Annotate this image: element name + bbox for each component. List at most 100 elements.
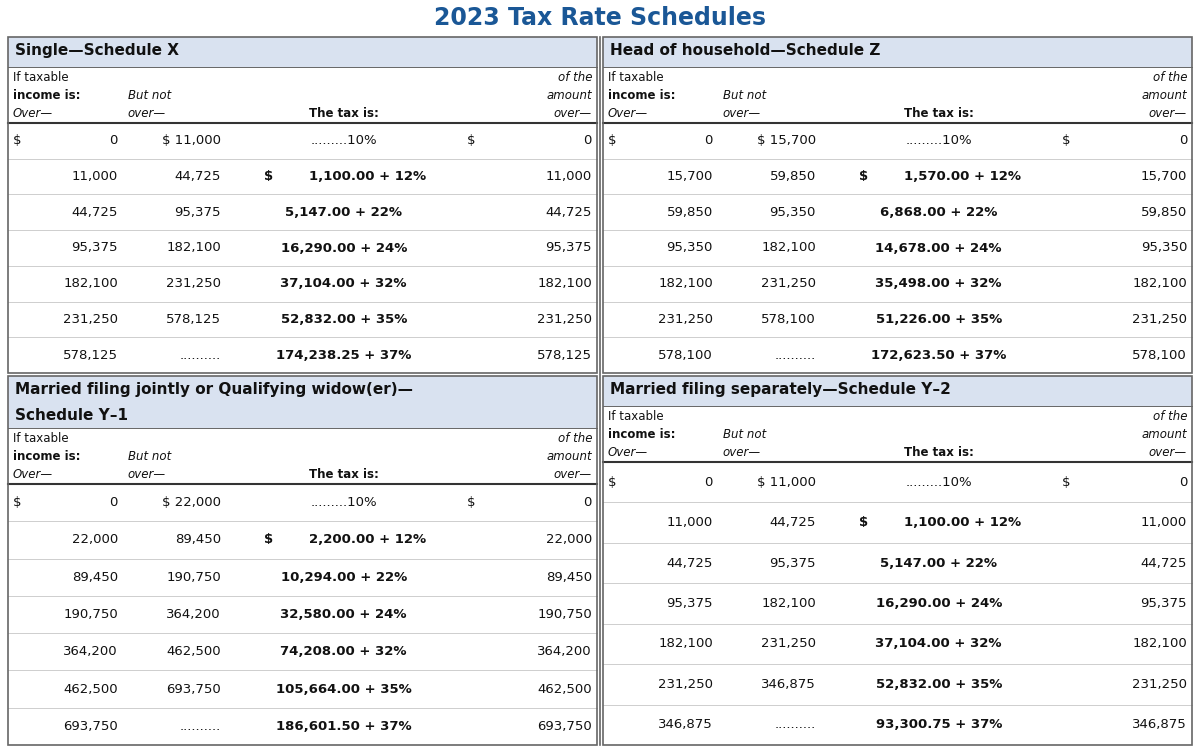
Text: $ 11,000: $ 11,000: [162, 134, 221, 148]
Text: 95,375: 95,375: [174, 206, 221, 219]
Text: 190,750: 190,750: [166, 571, 221, 583]
Text: Schedule Y–1: Schedule Y–1: [14, 408, 128, 423]
Text: 52,832.00 + 35%: 52,832.00 + 35%: [876, 678, 1002, 691]
Text: 37,104.00 + 32%: 37,104.00 + 32%: [876, 637, 1002, 650]
Text: 74,208.00 + 32%: 74,208.00 + 32%: [281, 646, 407, 658]
Text: $: $: [264, 533, 272, 547]
Text: amount: amount: [546, 450, 592, 463]
Text: $ 15,700: $ 15,700: [757, 134, 816, 148]
Text: 190,750: 190,750: [538, 608, 592, 621]
Text: 0: 0: [583, 496, 592, 509]
Text: 364,200: 364,200: [167, 608, 221, 621]
Text: $: $: [859, 516, 868, 529]
Text: 462,500: 462,500: [538, 682, 592, 696]
Text: 16,290.00 + 24%: 16,290.00 + 24%: [876, 597, 1002, 610]
Text: 14,678.00 + 24%: 14,678.00 + 24%: [876, 241, 1002, 255]
Bar: [604, 406, 1192, 462]
Text: If taxable: If taxable: [13, 71, 68, 84]
Text: 346,875: 346,875: [761, 678, 816, 691]
Text: 95,375: 95,375: [546, 241, 592, 255]
Text: 182,100: 182,100: [538, 277, 592, 290]
Text: 182,100: 182,100: [658, 637, 713, 650]
Text: over—: over—: [1148, 446, 1187, 459]
Text: 59,850: 59,850: [769, 170, 816, 183]
Text: 22,000: 22,000: [72, 533, 118, 547]
Text: ..........: ..........: [180, 720, 221, 733]
Text: 364,200: 364,200: [64, 646, 118, 658]
Text: 52,832.00 + 35%: 52,832.00 + 35%: [281, 313, 407, 326]
Text: 95,375: 95,375: [1140, 597, 1187, 610]
Text: 59,850: 59,850: [1141, 206, 1187, 219]
Text: Over—: Over—: [13, 107, 53, 120]
Text: $: $: [1062, 134, 1070, 148]
Text: 11,000: 11,000: [546, 170, 592, 183]
Text: ..........: ..........: [180, 348, 221, 362]
Bar: [604, 37, 1192, 373]
Text: 231,250: 231,250: [166, 277, 221, 290]
Text: over—: over—: [1148, 107, 1187, 120]
Text: $: $: [467, 134, 475, 148]
Text: 95,350: 95,350: [1141, 241, 1187, 255]
Text: 2,200.00 + 12%: 2,200.00 + 12%: [308, 533, 426, 547]
Text: 59,850: 59,850: [667, 206, 713, 219]
Text: 231,250: 231,250: [1132, 678, 1187, 691]
Text: 231,250: 231,250: [658, 678, 713, 691]
Text: $: $: [264, 170, 272, 183]
Text: 44,725: 44,725: [666, 557, 713, 569]
Text: .........10%: .........10%: [906, 476, 972, 488]
Text: 44,725: 44,725: [1141, 557, 1187, 569]
Text: 693,750: 693,750: [166, 682, 221, 696]
Bar: [8, 37, 598, 67]
Text: 1,100.00 + 12%: 1,100.00 + 12%: [308, 170, 426, 183]
Text: 95,350: 95,350: [769, 206, 816, 219]
Text: If taxable: If taxable: [608, 71, 664, 84]
Text: 578,100: 578,100: [1133, 348, 1187, 362]
Text: of the: of the: [558, 71, 592, 84]
Text: 182,100: 182,100: [1133, 277, 1187, 290]
Text: 105,664.00 + 35%: 105,664.00 + 35%: [276, 682, 412, 696]
Text: 35,498.00 + 32%: 35,498.00 + 32%: [876, 277, 1002, 290]
Text: 11,000: 11,000: [667, 516, 713, 529]
Text: 0: 0: [704, 134, 713, 148]
Text: amount: amount: [1141, 89, 1187, 102]
Text: $: $: [1062, 476, 1070, 488]
Text: $ 11,000: $ 11,000: [757, 476, 816, 488]
Text: 693,750: 693,750: [64, 720, 118, 733]
Text: amount: amount: [546, 89, 592, 102]
Text: 5,147.00 + 22%: 5,147.00 + 22%: [286, 206, 402, 219]
Text: over—: over—: [128, 468, 166, 481]
Text: $: $: [467, 496, 475, 509]
Text: 346,875: 346,875: [1133, 718, 1187, 731]
Text: But not: But not: [128, 89, 172, 102]
Text: Single—Schedule X: Single—Schedule X: [14, 43, 179, 58]
Text: 578,100: 578,100: [658, 348, 713, 362]
Text: 16,290.00 + 24%: 16,290.00 + 24%: [281, 241, 407, 255]
Text: 0: 0: [109, 496, 118, 509]
Text: 364,200: 364,200: [538, 646, 592, 658]
Text: 89,450: 89,450: [175, 533, 221, 547]
Text: $: $: [13, 496, 22, 509]
Text: amount: amount: [1141, 428, 1187, 441]
Text: 182,100: 182,100: [64, 277, 118, 290]
Text: Over—: Over—: [608, 446, 648, 459]
Text: 93,300.75 + 37%: 93,300.75 + 37%: [876, 718, 1002, 731]
Text: 15,700: 15,700: [1141, 170, 1187, 183]
Text: 44,725: 44,725: [174, 170, 221, 183]
Text: ..........: ..........: [775, 718, 816, 731]
Text: 182,100: 182,100: [1133, 637, 1187, 650]
Text: $: $: [608, 476, 617, 488]
Text: 0: 0: [1178, 134, 1187, 148]
Text: 231,250: 231,250: [1132, 313, 1187, 326]
Text: The tax is:: The tax is:: [904, 446, 973, 459]
Text: 32,580.00 + 24%: 32,580.00 + 24%: [281, 608, 407, 621]
Text: 11,000: 11,000: [72, 170, 118, 183]
Text: income is:: income is:: [13, 450, 80, 463]
Text: Married filing jointly or Qualifying widow(er)—: Married filing jointly or Qualifying wid…: [14, 382, 413, 397]
Text: 44,725: 44,725: [769, 516, 816, 529]
Text: over—: over—: [722, 107, 761, 120]
Text: 0: 0: [583, 134, 592, 148]
Text: 174,238.25 + 37%: 174,238.25 + 37%: [276, 348, 412, 362]
Text: 89,450: 89,450: [546, 571, 592, 583]
Bar: [8, 376, 598, 428]
Text: of the: of the: [558, 432, 592, 445]
